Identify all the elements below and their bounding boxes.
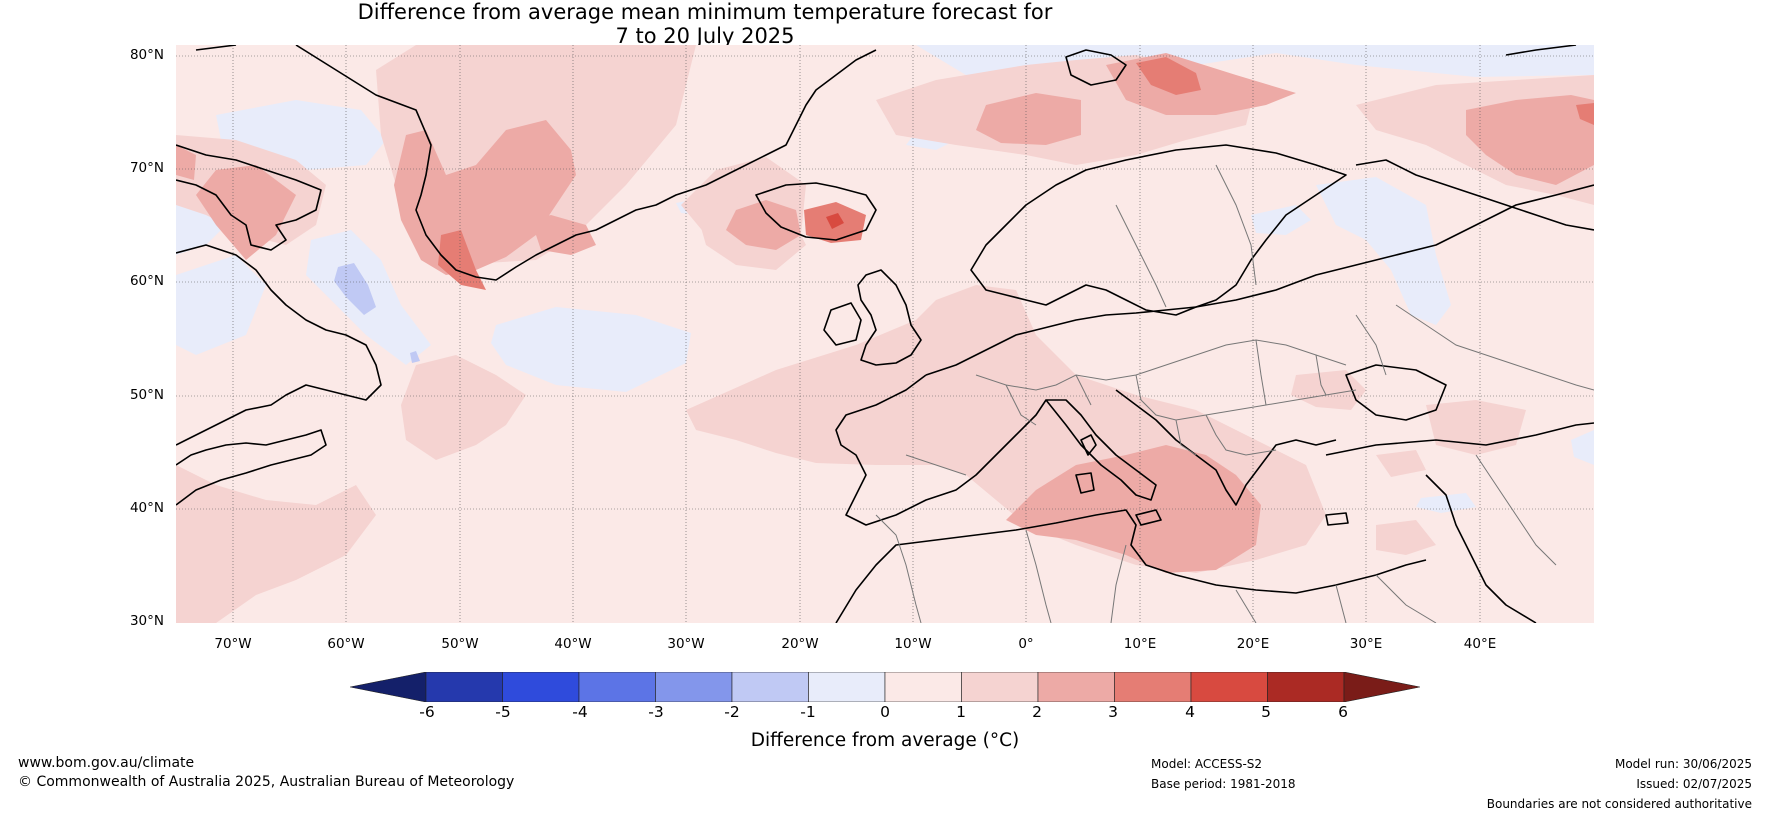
colorbar-tick: 1 bbox=[956, 703, 966, 721]
colorbar bbox=[350, 672, 1420, 702]
colorbar-segment bbox=[961, 672, 1039, 702]
colorbar-tick: -6 bbox=[419, 703, 435, 721]
base-period-text: Base period: 1981-2018 bbox=[1151, 777, 1296, 791]
colorbar-tick: 0 bbox=[880, 703, 890, 721]
country-borders bbox=[875, 164, 1594, 623]
greenland-coastline bbox=[195, 45, 877, 281]
colorbar-tick: 5 bbox=[1261, 703, 1271, 721]
europe-coastline bbox=[925, 184, 1594, 376]
lat-label-50n: 50°N bbox=[129, 387, 164, 403]
colorbar-tick: 4 bbox=[1185, 703, 1195, 721]
iceland-coastline bbox=[755, 182, 877, 241]
colorbar-segment bbox=[731, 672, 809, 702]
map-title: Difference from average mean minimum tem… bbox=[0, 0, 1410, 48]
colorbar-segment bbox=[884, 672, 962, 702]
disclaimer-text: Boundaries are not considered authoritat… bbox=[1486, 797, 1752, 811]
issued-text: Issued: 02/07/2025 bbox=[1636, 777, 1752, 791]
north-africa-coastline bbox=[835, 509, 1427, 623]
lon-label-30e: 30°E bbox=[1349, 636, 1383, 652]
colorbar-tick: -2 bbox=[724, 703, 740, 721]
colorbar-segment bbox=[808, 672, 886, 702]
colorbar-segment bbox=[502, 672, 580, 702]
map-title-line-2: 7 to 20 July 2025 bbox=[615, 24, 795, 48]
copyright-text: © Commonwealth of Australia 2025, Austra… bbox=[18, 774, 515, 790]
colorbar-segment bbox=[1037, 672, 1115, 702]
scandinavia-coastline bbox=[970, 144, 1347, 316]
colorbar-tick: 6 bbox=[1338, 703, 1348, 721]
colorbar-segment bbox=[425, 672, 503, 702]
negative-anomaly-core bbox=[334, 263, 420, 363]
lon-label-40w: 40°W bbox=[554, 636, 592, 652]
colorbar-segment bbox=[655, 672, 733, 702]
lon-label-0: 0° bbox=[1018, 636, 1034, 652]
colorbar-tick: -3 bbox=[648, 703, 664, 721]
colorbar-segment bbox=[1190, 672, 1268, 702]
colorbar-tick: -1 bbox=[800, 703, 816, 721]
lon-label-50w: 50°W bbox=[441, 636, 479, 652]
colorbar-tick: 3 bbox=[1108, 703, 1118, 721]
lon-label-70w: 70°W bbox=[214, 636, 252, 652]
coastlines bbox=[176, 45, 1594, 623]
lat-label-30n: 30°N bbox=[129, 613, 164, 629]
lon-label-20w: 20°W bbox=[781, 636, 819, 652]
positive-anomaly-2-3 bbox=[176, 53, 1594, 573]
lon-label-30w: 30°W bbox=[667, 636, 705, 652]
model-text: Model: ACCESS-S2 bbox=[1151, 757, 1263, 771]
map-title-line-1: Difference from average mean minimum tem… bbox=[357, 0, 1053, 24]
map-canvas bbox=[176, 45, 1594, 623]
lon-label-60w: 60°W bbox=[327, 636, 365, 652]
website-text: www.bom.gov.au/climate bbox=[18, 755, 195, 771]
colorbar-label: Difference from average (°C) bbox=[750, 730, 1020, 751]
lon-label-20e: 20°E bbox=[1236, 636, 1270, 652]
colorbar-segment bbox=[578, 672, 656, 702]
colorbar-tick: -4 bbox=[572, 703, 588, 721]
lat-label-60n: 60°N bbox=[129, 273, 164, 289]
lat-label-80n: 80°N bbox=[129, 47, 164, 63]
lon-label-10e: 10°E bbox=[1123, 636, 1157, 652]
lat-label-70n: 70°N bbox=[129, 160, 164, 176]
model-run-text: Model run: 30/06/2025 bbox=[1614, 757, 1752, 771]
colorbar-tick: 2 bbox=[1032, 703, 1042, 721]
colorbar-segment bbox=[1267, 672, 1345, 702]
graticule bbox=[176, 45, 1594, 623]
britain-coastline bbox=[857, 269, 922, 366]
lat-label-40n: 40°N bbox=[129, 500, 164, 516]
temperature-anomaly-map bbox=[176, 45, 1594, 623]
colorbar-segment bbox=[1114, 672, 1192, 702]
colorbar-tick: -5 bbox=[495, 703, 511, 721]
colorbar-extend-high bbox=[1343, 672, 1420, 702]
lon-label-40e: 40°E bbox=[1463, 636, 1497, 652]
lon-label-10w: 10°W bbox=[894, 636, 932, 652]
colorbar-extend-low bbox=[350, 672, 427, 702]
positive-anomaly-4-5 bbox=[826, 213, 844, 229]
